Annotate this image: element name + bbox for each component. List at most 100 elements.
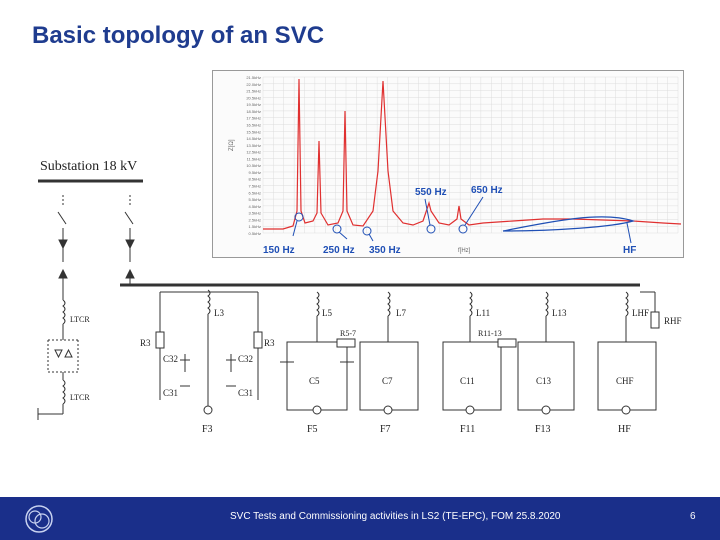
- inductor-l7: [387, 291, 391, 317]
- y-tick-label: 19.5kHz: [246, 102, 261, 107]
- f3-label: F3: [202, 424, 213, 435]
- l13-label: L13: [552, 308, 567, 318]
- l5-label: L5: [322, 308, 332, 318]
- ltcr-bottom-label: LTCR: [70, 393, 90, 402]
- r3-left-label: R3: [140, 338, 151, 348]
- switch-left-blade: [57, 211, 67, 225]
- inductor-l13: [545, 291, 549, 317]
- hf-label: HF: [618, 424, 631, 435]
- l7-label: L7: [396, 308, 406, 318]
- rhf-label: RHF: [664, 316, 682, 326]
- y-tick-label: 0.5kHz: [249, 231, 261, 236]
- label-650hz: 650 Hz: [471, 185, 503, 196]
- inductor-ltcr-bottom: [62, 379, 66, 405]
- resistor-r3-left: [155, 331, 165, 349]
- arrow-350: [368, 233, 374, 242]
- r3-right-label: R3: [264, 338, 275, 348]
- resistor-r3-right: [253, 331, 263, 349]
- f13-label: F13: [535, 424, 551, 435]
- node-f11: [465, 405, 475, 415]
- l11-label: L11: [476, 308, 490, 318]
- thyristor-1-icon: [54, 349, 63, 359]
- y-tick-label: 21.5kHz: [246, 75, 261, 80]
- inductor-l11: [469, 291, 473, 317]
- plot-y-axis-label: Z[Ω]: [229, 139, 235, 151]
- arrow-hf: [626, 222, 632, 244]
- footer-bar: SVC Tests and Commissioning activities i…: [0, 497, 720, 540]
- plot-x-axis-label: f[Hz]: [458, 248, 471, 254]
- l3-label: L3: [214, 308, 224, 318]
- node-hf: [621, 405, 631, 415]
- label-hf: HF: [623, 245, 636, 256]
- cern-logo-icon: [25, 505, 53, 533]
- c31-left-label: C31: [163, 388, 178, 398]
- y-tick-label: 7.5kHz: [249, 184, 261, 189]
- f5-label: F5: [307, 424, 318, 435]
- y-tick-label: 17.5kHz: [246, 116, 261, 121]
- y-tick-label: 20.5kHz: [246, 95, 261, 100]
- y-tick-label: 9.5kHz: [249, 170, 261, 175]
- y-tick-label: 22.0kHz: [246, 82, 261, 87]
- node-f3: [203, 405, 213, 415]
- label-150hz: 150 Hz: [263, 245, 295, 256]
- hf-curve: [502, 216, 635, 232]
- inductor-l5: [316, 291, 320, 317]
- marker-150: [294, 212, 304, 222]
- switch-right-blade: [124, 211, 134, 225]
- c32-left-label: C32: [163, 354, 178, 364]
- y-tick-label: 14.5kHz: [246, 136, 261, 141]
- resistor-rhf: [650, 311, 660, 329]
- plot-grid: [262, 76, 679, 234]
- thyristor-2-icon: [64, 348, 73, 358]
- y-tick-label: 18.5kHz: [246, 109, 261, 114]
- y-tick-label: 1.5kHz: [249, 224, 261, 229]
- node-f13: [541, 405, 551, 415]
- y-tick-label: 16.5kHz: [246, 122, 261, 127]
- inductor-ltcr-top: [62, 299, 66, 325]
- label-350hz: 350 Hz: [369, 245, 401, 256]
- inductor-l3a: [207, 289, 211, 315]
- y-tick-label: 5.5kHz: [249, 197, 261, 202]
- r11-13-label: R11-13: [478, 329, 502, 338]
- slide-title: Basic topology of an SVC: [32, 22, 325, 49]
- impedance-plot: 21.5kHz 22.0kHz 21.5kHz 20.5kHz 19.5kHz 18.5k…: [212, 70, 684, 258]
- label-250hz: 250 Hz: [323, 245, 355, 256]
- thyristor-block: [47, 339, 79, 373]
- chf-label: CHF: [616, 376, 634, 386]
- inductor-lhf: [625, 291, 629, 317]
- y-tick-label: 6.5kHz: [249, 190, 261, 195]
- label-550hz: 550 Hz: [415, 187, 447, 198]
- arrow-550: [424, 198, 431, 226]
- y-tick-label: 3.5kHz: [249, 211, 261, 216]
- node-f5: [312, 405, 322, 415]
- y-tick-label: 11.5kHz: [247, 156, 261, 161]
- y-tick-label: 10.5kHz: [246, 163, 261, 168]
- impedance-curve: [263, 78, 682, 230]
- y-tick-label: 21.5kHz: [246, 89, 261, 94]
- y-tick-label: 15.5kHz: [246, 129, 261, 134]
- page-number: 6: [690, 511, 696, 522]
- y-tick-label: 12.5kHz: [246, 150, 261, 155]
- plot-y-ticks: 21.5kHz22.0kHz21.5kHz20.5kHz19.5kHz18.5k…: [246, 75, 261, 236]
- lhf-label: LHF: [632, 308, 649, 318]
- y-tick-label: 13.5kHz: [246, 143, 261, 148]
- arrow-right-down: [125, 239, 135, 250]
- footer-text: SVC Tests and Commissioning activities i…: [230, 511, 561, 522]
- marker-250: [332, 224, 342, 234]
- c5-label: C5: [309, 376, 320, 386]
- c11-label: C11: [460, 376, 475, 386]
- c13-label: C13: [536, 376, 552, 386]
- arrow-650: [464, 196, 484, 226]
- substation-label: Substation 18 kV: [40, 159, 137, 174]
- y-tick-label: 2.5kHz: [249, 217, 261, 222]
- marker-650: [458, 224, 468, 234]
- arrow-150: [292, 220, 298, 237]
- f11-label: F11: [460, 424, 475, 435]
- y-tick-label: 8.5kHz: [249, 177, 261, 182]
- c7-label: C7: [382, 376, 393, 386]
- c32-right-label: C32: [238, 354, 253, 364]
- arrow-250: [338, 231, 348, 240]
- resistor-r11-13: [497, 338, 517, 348]
- r5-7-label: R5-7: [340, 329, 356, 338]
